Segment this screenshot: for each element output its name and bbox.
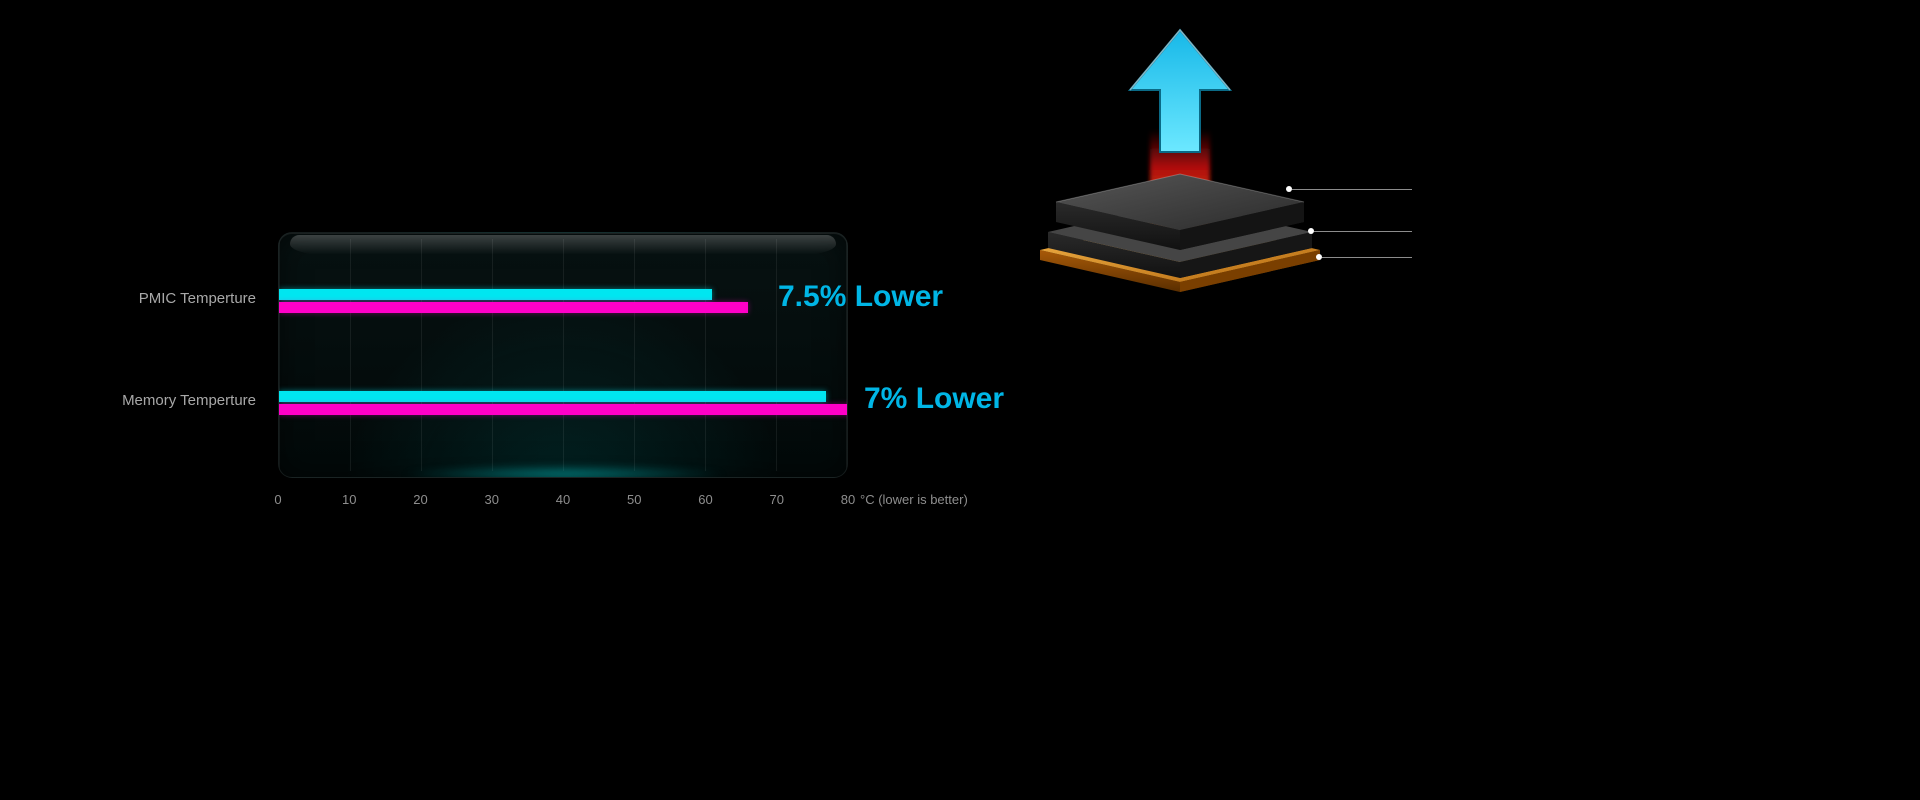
chart-panel (278, 232, 848, 478)
gridline (492, 239, 493, 471)
chart-glow (399, 465, 729, 478)
bar-memory-magenta (279, 404, 848, 415)
gridline (705, 239, 706, 471)
gridline (776, 239, 777, 471)
callout-memory: 7% Lower (864, 382, 1004, 416)
tick: 20 (413, 492, 427, 507)
tick: 50 (627, 492, 641, 507)
callout-pmic: 7.5% Lower (778, 280, 943, 314)
x-axis-caption: °C (lower is better) (860, 492, 968, 507)
tick: 40 (556, 492, 570, 507)
temperature-chart: PMIC Temperture Memory Temperture 7.5% L… (278, 232, 848, 478)
bar-memory-cyan (279, 391, 826, 402)
gridline (846, 239, 847, 471)
leader-line (1322, 257, 1412, 258)
gridline (634, 239, 635, 471)
series-label-memory: Memory Temperture (122, 392, 256, 409)
series-label-pmic: PMIC Temperture (139, 290, 256, 307)
arrow-up-icon (1130, 30, 1230, 152)
leader-line (1314, 231, 1412, 232)
bar-pmic-magenta (279, 302, 748, 313)
heatsink-diagram (1020, 20, 1460, 340)
leader-line (1292, 189, 1412, 190)
heatsink-svg (1020, 20, 1460, 340)
tick: 0 (274, 492, 281, 507)
tick: 70 (770, 492, 784, 507)
gridline (563, 239, 564, 471)
gridline (421, 239, 422, 471)
tick: 10 (342, 492, 356, 507)
gridline (279, 239, 280, 471)
tick: 30 (485, 492, 499, 507)
tick: 80 (841, 492, 855, 507)
x-axis-ticks: 0 10 20 30 40 50 60 70 80 (278, 492, 848, 512)
bar-pmic-cyan (279, 289, 712, 300)
gridline (350, 239, 351, 471)
tick: 60 (698, 492, 712, 507)
